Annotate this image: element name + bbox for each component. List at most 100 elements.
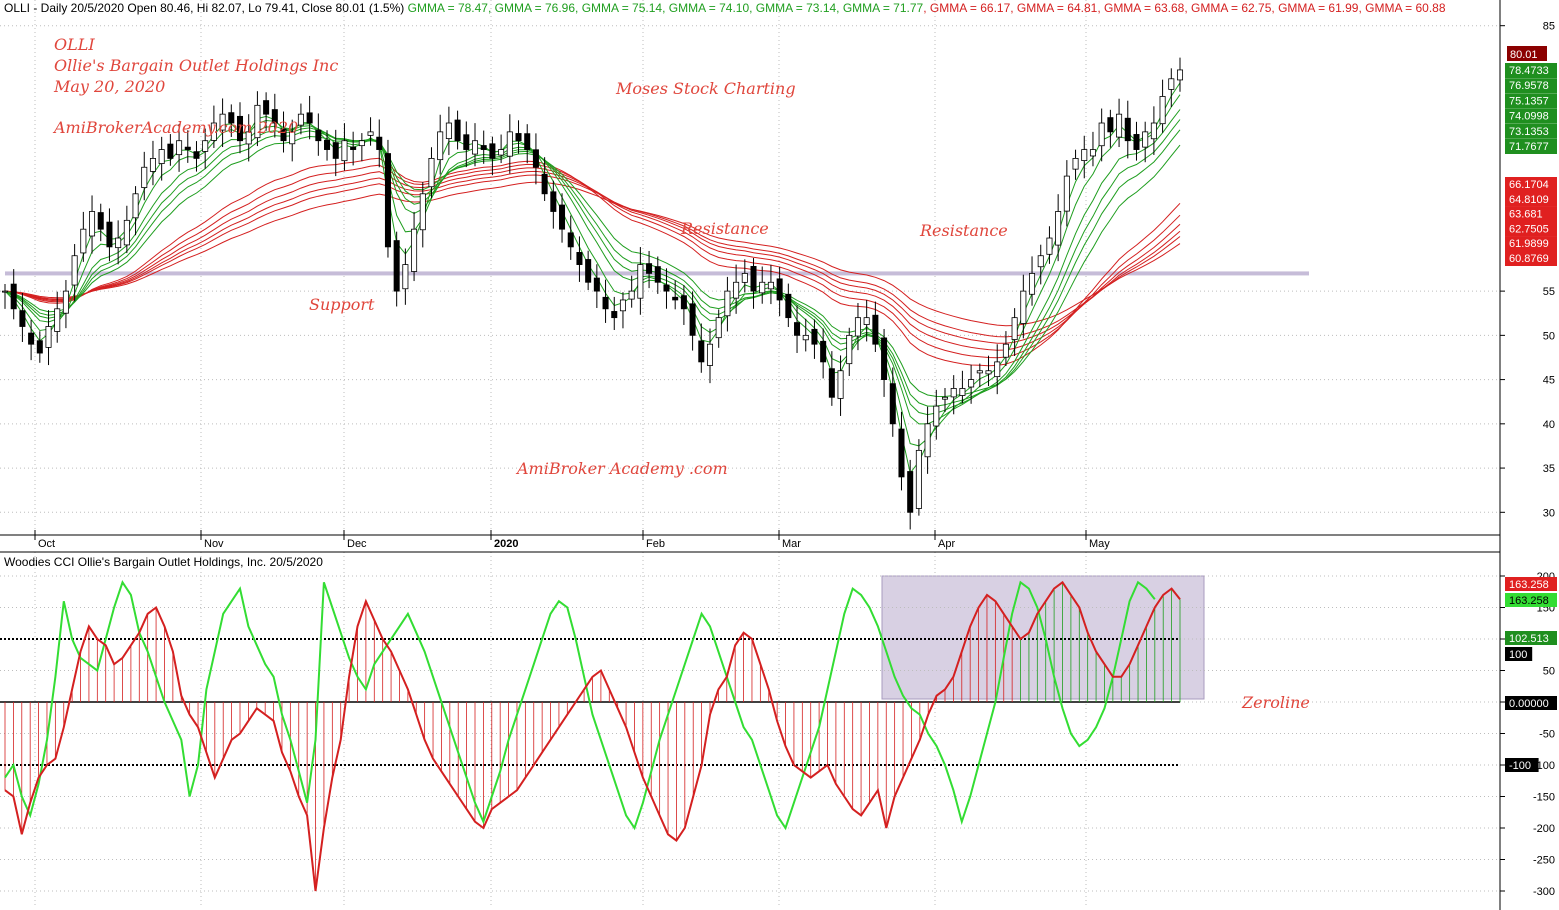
- price-header: OLLI - Daily 20/5/2020 Open 80.46, Hi 82…: [4, 1, 1446, 15]
- gmma-long-value-label: 63.681: [1509, 209, 1543, 221]
- candle-body: [263, 100, 270, 115]
- price-x-tick-label: Apr: [938, 538, 955, 550]
- price-y-tick-label: 50: [1543, 330, 1555, 342]
- candle-body: [367, 131, 374, 136]
- candle-body: [280, 128, 287, 142]
- cci-value-label: -100: [1509, 760, 1531, 772]
- candle-body: [71, 255, 78, 286]
- trend-cci-line: [4, 580, 1156, 831]
- candle-body: [489, 143, 496, 159]
- price-y-tick-label: 85: [1543, 21, 1555, 33]
- site-annotation: AmiBrokerAcademy.com 2020: [54, 118, 299, 137]
- candle-body: [663, 284, 670, 292]
- candle-body: [411, 228, 418, 272]
- gmma-short-line: [4, 119, 1181, 416]
- candle-body: [898, 428, 905, 478]
- ticker-annotation: OLLI: [54, 35, 95, 54]
- gmma-long-value-box: [1505, 251, 1557, 266]
- candle-body: [1159, 96, 1166, 125]
- cci-histogram: [4, 582, 1181, 891]
- candle-body: [315, 129, 322, 142]
- candle-body: [1037, 255, 1044, 268]
- gmma-long-value-box: [1505, 177, 1557, 192]
- candle-body: [889, 383, 896, 425]
- candle-body: [10, 283, 17, 310]
- candle-body: [532, 149, 539, 168]
- gmma-short-line: [4, 135, 1181, 398]
- gmma-short-value-label: 71.7677: [1509, 141, 1549, 153]
- candle-body: [297, 113, 304, 126]
- candle-body: [741, 273, 748, 283]
- gmma-short-line: [4, 94, 1181, 447]
- candle-body: [219, 113, 226, 131]
- price-x-tick-label: Mar: [782, 538, 801, 550]
- candle-body: [706, 343, 714, 366]
- price-x-axis: Oct Nov Dec 2020 Feb Mar Apr May: [0, 530, 1500, 550]
- date-annotation: May 20, 2020: [54, 77, 166, 96]
- candle-body: [350, 146, 357, 150]
- candle-body: [1098, 122, 1105, 147]
- candle-body: [498, 149, 505, 156]
- price-x-tick-label: Oct: [38, 538, 55, 550]
- last-close-box: [1507, 46, 1547, 61]
- gmma-value-labels: 80.01 78.4733 76.9578 75.1357 74.0998 73.1353…: [1505, 46, 1557, 266]
- candle-body: [228, 112, 235, 124]
- gmma-header-value: , GMMA = 73.14: [749, 1, 837, 15]
- candle-body: [210, 122, 217, 141]
- cci-value-box: [1505, 696, 1557, 710]
- candle-body: [141, 166, 148, 188]
- candle-body: [271, 109, 278, 124]
- candle-body: [750, 265, 757, 292]
- candle-body: [437, 131, 444, 161]
- cci-header: Woodies CCI Ollie's Bargain Outlet Holdi…: [4, 555, 323, 569]
- candle-body: [933, 405, 940, 427]
- gmma-long-line: [4, 170, 1181, 344]
- cci-value-label: 100: [1509, 649, 1527, 661]
- cci-value-box: [1505, 577, 1557, 591]
- cci-highlight-band: [881, 575, 1205, 700]
- candle-body: [506, 131, 513, 157]
- candle-body: [646, 263, 653, 274]
- candle-body: [985, 370, 992, 375]
- gmma-header-value: , GMMA = 75.14: [575, 1, 663, 15]
- candle-body: [106, 221, 113, 248]
- last-close-label: 80.01: [1510, 49, 1538, 61]
- candle-body: [637, 264, 644, 299]
- candle-body: [324, 139, 331, 150]
- candle-body: [471, 140, 479, 155]
- cci-y-tick-label: -250: [1533, 855, 1555, 867]
- gmma-long-line: [4, 167, 1181, 351]
- candle-body: [941, 396, 949, 400]
- cci-y-tick-label: -300: [1533, 886, 1555, 898]
- cci-y-tick-label: -50: [1539, 729, 1555, 741]
- gmma-long-value-label: 61.9899: [1509, 238, 1549, 250]
- candle-body: [837, 370, 844, 399]
- candle-body: [541, 173, 548, 195]
- candle-body: [976, 370, 983, 374]
- price-x-tick-label: Dec: [347, 538, 367, 550]
- candle-body: [585, 259, 592, 283]
- candle-body: [393, 240, 400, 292]
- candle-body: [202, 140, 209, 152]
- candle-body: [402, 264, 409, 290]
- gmma-short-value-label: 73.1353: [1509, 126, 1549, 138]
- gmma-header-value: , GMMA = 74.10: [662, 1, 750, 15]
- candle-body: [924, 423, 931, 458]
- candle-body: [672, 296, 679, 301]
- zeroline-annotation: Zeroline: [1242, 693, 1310, 712]
- cci-value-box: [1505, 631, 1557, 645]
- candle-body: [28, 332, 35, 345]
- candle-body: [445, 122, 452, 140]
- candle-body: [611, 311, 618, 319]
- gmma-header-value: , GMMA = 61.99: [1271, 1, 1359, 15]
- price-y-tick-label: 35: [1543, 463, 1555, 475]
- candle-body: [149, 158, 156, 172]
- candle-body: [1072, 158, 1079, 170]
- cci-y-tick-label: 50: [1543, 666, 1555, 678]
- candle-body: [463, 134, 470, 150]
- price-y-tick-label: 30: [1543, 507, 1555, 519]
- candle-body: [193, 151, 200, 159]
- candle-body: [1011, 317, 1018, 340]
- candle-body: [811, 328, 818, 345]
- candle-body: [846, 334, 853, 365]
